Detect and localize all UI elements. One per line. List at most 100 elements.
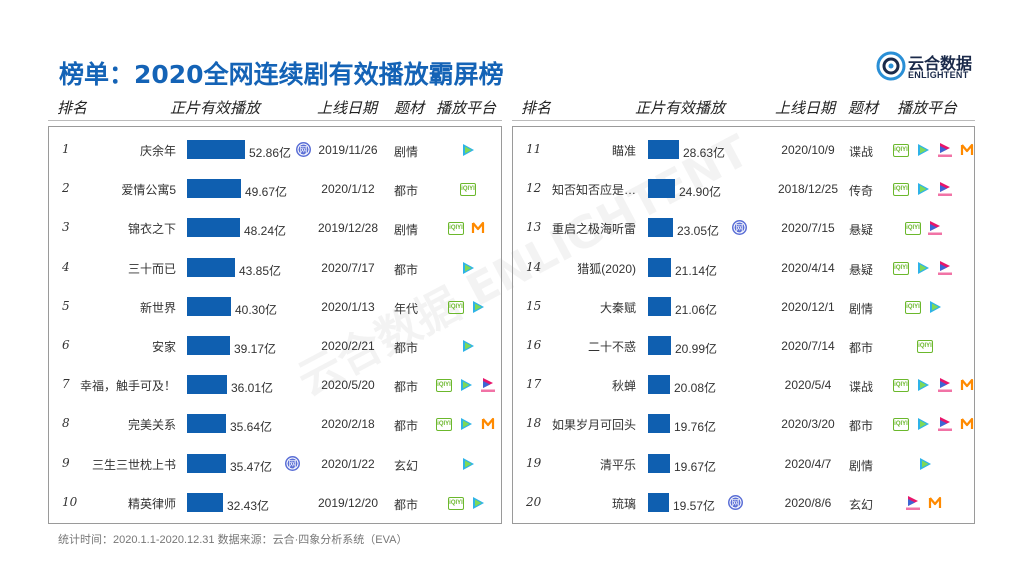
genre-label: 谍战: [849, 145, 874, 159]
rank-label: 6: [62, 338, 70, 352]
bar: [187, 297, 231, 316]
show-name: 完美关系: [127, 418, 176, 432]
logo-text-en: ENLIGHTENT: [908, 70, 969, 80]
youku-icon: [937, 260, 953, 276]
bar: [648, 297, 671, 316]
genre-label: 剧情: [849, 302, 874, 316]
platform-icons: iQIYI: [905, 219, 943, 237]
platform-icons: iQIYI: [893, 141, 975, 159]
release-date: 2020/1/13: [321, 300, 375, 314]
bar: [187, 336, 230, 355]
bar: [187, 454, 226, 473]
genre-label: 都市: [849, 341, 874, 355]
table-row: 12 知否知否应是… 24.90亿 2018/12/25 传奇 iQIYI: [0, 179, 1024, 199]
value-label: 43.85亿: [239, 264, 282, 278]
rank-label: 20: [526, 495, 542, 509]
youku-icon: [937, 377, 953, 393]
header-plays-right: 正片有效播放: [635, 99, 726, 117]
net-icon: 网: [295, 141, 312, 158]
iqiyi-icon: iQIYI: [893, 417, 909, 431]
genre-label: 年代: [394, 302, 419, 316]
bar: [648, 258, 671, 277]
header-platform-right: 播放平台: [897, 99, 958, 117]
tencent-icon: [458, 416, 474, 432]
show-name: 知否知否应是…: [551, 183, 636, 197]
show-name: 三十而已: [127, 262, 176, 276]
genre-label: 玄幻: [394, 459, 419, 473]
table-row: 7 幸福，触手可及！ 36.01亿 2020/5/20 都市 iQIYI: [0, 375, 1024, 395]
value-label: 32.43亿: [227, 499, 270, 513]
header-date-right: 上线日期: [775, 99, 836, 117]
platform-icons: [905, 494, 943, 512]
platform-icons: iQIYI: [905, 298, 943, 316]
value-label: 35.64亿: [230, 420, 273, 434]
bar: [648, 493, 669, 512]
value-label: 20.99亿: [675, 342, 718, 356]
bar: [187, 179, 241, 198]
mango-icon: [959, 142, 975, 158]
table-row: 17 秋蝉 20.08亿 2020/5/4 谍战 iQIYI: [0, 375, 1024, 395]
release-date: 2020/1/12: [321, 182, 375, 196]
table-row: 3 锦衣之下 48.24亿 2019/12/28 剧情 iQIYI: [0, 218, 1024, 238]
table-row: 8 完美关系 35.64亿 2020/2/18 都市 iQIYI: [0, 414, 1024, 434]
bar: [648, 179, 675, 198]
bar: [648, 336, 671, 355]
release-date: 2020/7/15: [781, 221, 835, 235]
platform-icons: [460, 141, 476, 159]
tencent-icon: [470, 299, 486, 315]
show-name: 锦衣之下: [127, 222, 176, 236]
platform-icons: iQIYI: [893, 415, 975, 433]
rank-label: 18: [526, 416, 542, 430]
show-name: 瞄准: [611, 144, 636, 158]
tencent-icon: [915, 181, 931, 197]
bar: [648, 140, 679, 159]
table-row: 10 精英律师 32.43亿 2019/12/20 都市 iQIYI: [0, 493, 1024, 513]
mango-icon: [927, 495, 943, 511]
bar: [648, 454, 670, 473]
platform-icons: iQIYI: [917, 337, 933, 355]
show-name: 精英律师: [127, 497, 176, 511]
iqiyi-icon: iQIYI: [436, 378, 452, 392]
bar: [648, 375, 670, 394]
youku-icon: [480, 377, 496, 393]
table-row: 1 庆余年 52.86亿网 2019/11/26 剧情: [0, 140, 1024, 160]
bar: [648, 414, 670, 433]
tencent-icon: [915, 377, 931, 393]
platform-icons: [917, 455, 933, 473]
value-label: 48.24亿: [244, 224, 287, 238]
bar: [187, 258, 235, 277]
show-name: 清平乐: [599, 458, 636, 472]
genre-label: 都市: [394, 263, 419, 277]
youku-icon: [905, 495, 921, 511]
bar: [187, 414, 226, 433]
release-date: 2019/11/26: [318, 143, 378, 157]
genre-label: 传奇: [849, 184, 874, 198]
table-row: 18 如果岁月可回头 19.76亿 2020/3/20 都市 iQIYI: [0, 414, 1024, 434]
rank-label: 9: [62, 456, 70, 470]
bar: [187, 375, 227, 394]
value-label: 52.86亿: [249, 146, 292, 160]
tencent-icon: [460, 260, 476, 276]
rank-label: 14: [526, 260, 542, 274]
release-date: 2019/12/20: [317, 496, 379, 510]
genre-label: 都市: [394, 184, 419, 198]
show-name: 琉璃: [611, 497, 636, 511]
table-row: 11 瞄准 28.63亿 2020/10/9 谍战 iQIYI: [0, 140, 1024, 160]
table-row: 4 三十而已 43.85亿 2020/7/17 都市: [0, 258, 1024, 278]
iqiyi-icon: iQIYI: [905, 300, 921, 314]
platform-icons: iQIYI: [448, 219, 486, 237]
platform-icons: [460, 259, 476, 277]
value-label: 21.06亿: [675, 303, 718, 317]
release-date: 2020/10/9: [781, 143, 835, 157]
mango-icon: [480, 416, 496, 432]
ranking-panel-left: [48, 126, 502, 524]
value-label: 40.30亿: [235, 303, 278, 317]
tencent-icon: [470, 495, 486, 511]
rank-label: 7: [62, 377, 70, 391]
rank-label: 8: [62, 416, 70, 430]
youku-icon: [937, 142, 953, 158]
page-title: 榜单：2020全网连续剧有效播放霸屏榜: [59, 60, 504, 89]
genre-label: 悬疑: [849, 263, 874, 277]
rank-label: 5: [62, 299, 70, 313]
platform-icons: iQIYI: [436, 415, 496, 433]
